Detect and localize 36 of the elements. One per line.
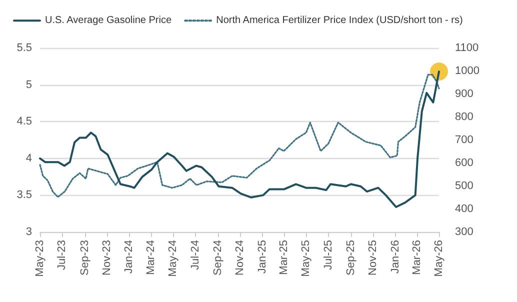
y2-tick-label: 900	[455, 88, 474, 100]
y2-tick-label: 800	[455, 111, 474, 123]
x-tick-label: Jan-26	[389, 240, 402, 274]
y2-tick-label: 300	[455, 226, 474, 238]
legend-label: U.S. Average Gasoline Price	[45, 15, 172, 26]
y2-tick-label: 600	[455, 157, 474, 169]
x-tick-label: Sep-25	[344, 240, 357, 276]
y-tick-label: 5	[26, 78, 32, 91]
y-tick-label: 4	[26, 152, 32, 164]
x-tick-label: Nov-25	[367, 240, 380, 276]
x-tick-label: Mar-25	[278, 240, 290, 275]
x-tick-label: May-26	[433, 240, 445, 277]
x-tick-label: Jul-24	[189, 240, 202, 270]
y-tick-label: 4.5	[16, 116, 32, 128]
y2-tick-label: 400	[455, 203, 474, 215]
x-tick-label: Mar-24	[145, 240, 158, 275]
y2-tick-label: 1000	[455, 65, 480, 77]
x-tick-label: Jan-25	[256, 240, 268, 274]
y-tick-label: 3	[26, 226, 32, 238]
x-tick-label: Jul-23	[56, 240, 68, 270]
x-tick-label: Sep-23	[78, 240, 91, 276]
x-tick-label: Sep-24	[212, 240, 224, 276]
x-tick-label: May-23	[34, 240, 46, 277]
x-tick-label: May-24	[167, 240, 180, 277]
x-tick-label: May-25	[300, 240, 312, 277]
x-tick-label: Mar-26	[410, 240, 423, 275]
x-tick-label: Jan-24	[123, 240, 136, 274]
x-tick-label: Jul-25	[322, 240, 334, 270]
legend-label: North America Fertilizer Price Index (USD/short ton - rs)	[216, 15, 463, 26]
y2-tick-label: 700	[455, 134, 474, 146]
x-tick-label: Nov-23	[100, 240, 113, 276]
y2-tick-label: 1100	[455, 42, 479, 54]
y2-tick-label: 500	[455, 180, 474, 192]
x-tick-label: Nov-24	[234, 240, 246, 276]
y-tick-label: 5.5	[16, 42, 32, 54]
y-tick-label: 3.5	[16, 189, 32, 202]
